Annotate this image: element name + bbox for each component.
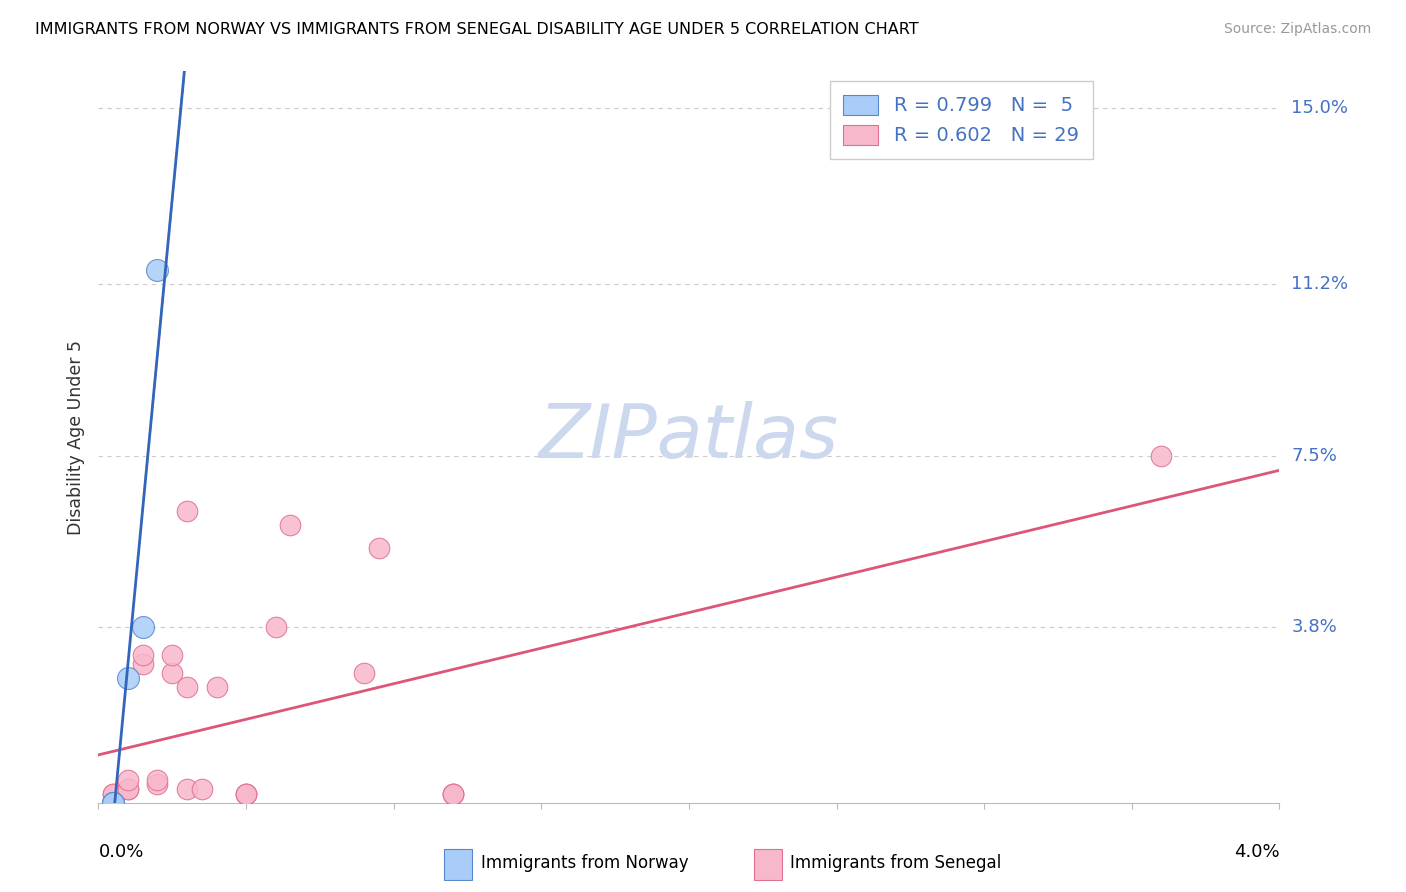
Point <box>103 796 124 810</box>
FancyBboxPatch shape <box>754 849 782 880</box>
Text: ZIPatlas: ZIPatlas <box>538 401 839 473</box>
Point <box>103 796 124 810</box>
Text: Immigrants from Senegal: Immigrants from Senegal <box>790 855 1001 872</box>
Y-axis label: Disability Age Under 5: Disability Age Under 5 <box>66 340 84 534</box>
Point <box>176 504 198 518</box>
Text: 7.5%: 7.5% <box>1291 447 1337 465</box>
Point <box>146 263 169 277</box>
Point <box>1150 449 1173 463</box>
Point <box>103 787 124 801</box>
Point <box>235 787 257 801</box>
Point <box>103 787 124 801</box>
Point <box>353 666 375 681</box>
Text: 3.8%: 3.8% <box>1291 618 1337 636</box>
Point <box>367 541 389 556</box>
Point <box>162 648 183 662</box>
Text: 0.0%: 0.0% <box>98 843 143 861</box>
Point <box>117 781 139 796</box>
Point <box>103 796 124 810</box>
FancyBboxPatch shape <box>444 849 472 880</box>
Point <box>132 648 155 662</box>
Point <box>235 787 257 801</box>
Text: 11.2%: 11.2% <box>1291 276 1348 293</box>
Point <box>441 787 464 801</box>
Legend: R = 0.799   N =  5, R = 0.602   N = 29: R = 0.799 N = 5, R = 0.602 N = 29 <box>830 81 1092 159</box>
Text: IMMIGRANTS FROM NORWAY VS IMMIGRANTS FROM SENEGAL DISABILITY AGE UNDER 5 CORRELA: IMMIGRANTS FROM NORWAY VS IMMIGRANTS FRO… <box>35 22 918 37</box>
Point <box>235 787 257 801</box>
Point <box>146 777 169 791</box>
Point <box>441 787 464 801</box>
Point <box>117 671 139 685</box>
Point <box>264 620 287 634</box>
Point <box>191 781 214 796</box>
Point <box>132 657 155 671</box>
Point <box>132 620 155 634</box>
Text: 4.0%: 4.0% <box>1234 843 1279 861</box>
Point <box>117 781 139 796</box>
Point <box>117 772 139 787</box>
Text: Immigrants from Norway: Immigrants from Norway <box>481 855 689 872</box>
Point <box>103 796 124 810</box>
Text: 15.0%: 15.0% <box>1291 99 1348 118</box>
Point <box>103 796 124 810</box>
Point <box>162 666 183 681</box>
Point <box>176 680 198 694</box>
Point <box>146 772 169 787</box>
Point <box>205 680 228 694</box>
Point <box>176 781 198 796</box>
Point <box>441 787 464 801</box>
Point <box>278 518 301 533</box>
Text: Source: ZipAtlas.com: Source: ZipAtlas.com <box>1223 22 1371 37</box>
